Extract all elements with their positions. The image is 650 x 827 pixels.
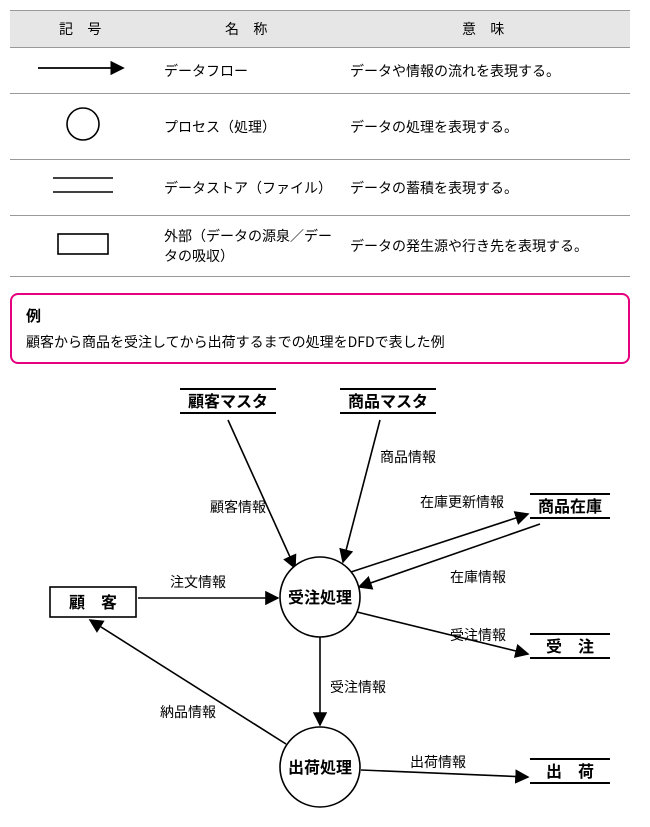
flow-label: 受注情報 [450, 625, 506, 645]
process-label: 出荷処理 [288, 754, 352, 778]
example-callout: 例 顧客から商品を受注してから出荷するまでの処理をDFDで表した例 [10, 293, 630, 364]
header-name: 名 称 [156, 11, 342, 48]
dfd-svg: 顧客情報商品情報在庫更新情報在庫情報注文情報受注情報受注情報出荷情報納品情報顧客… [10, 372, 630, 812]
symbol-dataflow-icon [10, 48, 156, 94]
process-label: 受注処理 [288, 584, 352, 608]
example-desc: 顧客から商品を受注してから出荷するまでの処理をDFDで表した例 [26, 332, 614, 352]
flow-arrow [90, 620, 286, 744]
table-row: データフロー データや情報の流れを表現する。 [10, 48, 630, 94]
symbol-process-icon [10, 94, 156, 160]
name-cell: データストア（ファイル） [156, 160, 342, 216]
dfd-symbol-table: 記 号 名 称 意 味 データフロー データや情報の流れを表現する。 プロセス（… [10, 10, 630, 277]
name-cell: データフロー [156, 48, 342, 94]
table-row: データストア（ファイル） データの蓄積を表現する。 [10, 160, 630, 216]
dfd-diagram: 顧客情報商品情報在庫更新情報在庫情報注文情報受注情報受注情報出荷情報納品情報顧客… [10, 372, 630, 817]
name-cell: プロセス（処理） [156, 94, 342, 160]
flow-label: 顧客情報 [210, 497, 266, 517]
table-row: 外部（データの源泉／データの吸収） データの発生源や行き先を表現する。 [10, 216, 630, 277]
name-cell: 外部（データの源泉／データの吸収） [156, 216, 342, 277]
meaning-cell: データの処理を表現する。 [342, 94, 630, 160]
meaning-cell: データの発生源や行き先を表現する。 [342, 216, 630, 277]
flow-label: 商品情報 [380, 447, 436, 467]
flow-arrow [351, 514, 528, 572]
header-symbol: 記 号 [10, 11, 156, 48]
symbol-datastore-icon [10, 160, 156, 216]
flow-label: 在庫情報 [450, 567, 506, 587]
flow-label: 注文情報 [170, 572, 226, 592]
datastore-label: 出 荷 [546, 758, 594, 782]
table-row: プロセス（処理） データの処理を表現する。 [10, 94, 630, 160]
flow-label: 出荷情報 [410, 752, 466, 772]
symbol-external-icon [10, 216, 156, 277]
flow-label: 在庫更新情報 [420, 492, 504, 512]
datastore-label: 商品マスタ [348, 388, 428, 412]
example-title: 例 [26, 305, 614, 326]
flow-arrow [228, 420, 295, 568]
datastore-label: 受 注 [546, 633, 594, 657]
datastore-label: 商品在庫 [538, 493, 602, 517]
flow-label: 納品情報 [160, 702, 216, 722]
external-label: 顧 客 [69, 589, 117, 613]
flow-arrow [343, 420, 380, 562]
flow-label: 受注情報 [330, 677, 386, 697]
header-meaning: 意 味 [342, 11, 630, 48]
meaning-cell: データや情報の流れを表現する。 [342, 48, 630, 94]
meaning-cell: データの蓄積を表現する。 [342, 160, 630, 216]
datastore-label: 顧客マスタ [188, 388, 268, 412]
